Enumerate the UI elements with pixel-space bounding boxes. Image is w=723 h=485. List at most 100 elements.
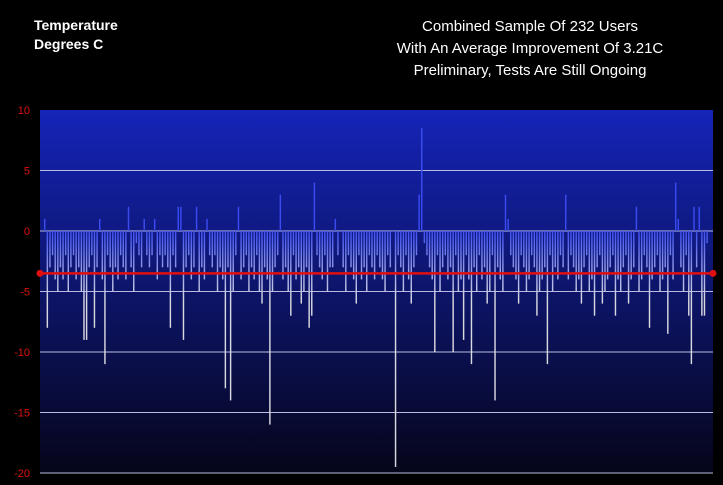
bar [256,231,258,256]
bar [640,231,643,280]
bar [648,231,651,328]
bar [342,231,344,268]
bar [98,218,101,231]
bar [57,231,59,292]
y-tick-labels: 10 5 0 -5 -10 -15 -20 [14,105,30,480]
bar [300,231,303,304]
bar [284,231,287,268]
bar [44,218,46,231]
bar [240,231,242,280]
bar [504,194,507,231]
bar [693,206,695,231]
bar [206,218,208,231]
bar [83,231,85,340]
bar [167,231,169,268]
bar [232,231,234,292]
bar [462,231,465,340]
bar [190,231,193,280]
bar [106,231,109,256]
bar [444,231,447,256]
bar [122,231,124,268]
bar [159,231,161,256]
bar [635,206,638,231]
bar [491,231,494,256]
bar [680,231,682,268]
bar [140,231,143,268]
bar [70,231,72,268]
bar [245,231,248,256]
bar [308,231,310,328]
bar [54,231,56,280]
bar [363,231,365,268]
average-line-end-marker [709,269,717,277]
bar [112,231,114,292]
bar [366,231,368,292]
bar [219,231,221,268]
bar [371,231,373,268]
bar [350,231,352,268]
bar [494,231,496,401]
bar [114,231,117,268]
bar [580,231,583,304]
bar [546,231,549,365]
bar [572,231,575,268]
bar [544,231,546,268]
bar [222,231,224,280]
bar [656,231,659,256]
bar [96,231,98,268]
bar [101,231,104,280]
bar [447,231,449,280]
bar [585,231,588,256]
bar [303,231,305,292]
bar [452,231,454,352]
bar [347,231,350,256]
bar [402,231,405,292]
bar [601,231,604,304]
bar [439,231,441,292]
y-tick-label: -10 [14,347,30,359]
bar [499,231,501,280]
bar [591,231,593,280]
bar [324,231,326,256]
bar [685,231,687,256]
bar [174,231,177,268]
bar [229,231,232,401]
bar [305,231,308,268]
bar [643,231,645,256]
bar [502,231,504,292]
bar [515,231,517,280]
y-axis-label: Temperature Degrees C [34,16,118,54]
bar [321,231,323,280]
bar [185,231,187,268]
bar [130,231,132,268]
bar [287,231,289,292]
bar [117,231,119,280]
bar [651,231,653,280]
bar [164,231,166,256]
bar [441,231,444,268]
bar [434,231,436,352]
bar [559,231,562,256]
bar [698,206,700,231]
chart-title-line-1: Combined Sample Of 232 Users [422,18,638,35]
bar [177,206,179,231]
bar [295,231,297,280]
bar [373,231,376,280]
bar [475,231,478,292]
bar [337,231,339,256]
bar [570,231,572,256]
bar [436,231,439,256]
bar [282,231,284,280]
bar [195,206,198,231]
bar [148,231,151,268]
bar [682,231,685,292]
bar [583,231,585,268]
y-axis-label-line-1: Temperature [34,17,118,33]
bar [423,231,426,244]
bar [279,194,282,231]
bar [161,231,164,268]
average-line-start-marker [36,269,44,277]
bar [266,231,268,280]
bar [428,231,431,268]
